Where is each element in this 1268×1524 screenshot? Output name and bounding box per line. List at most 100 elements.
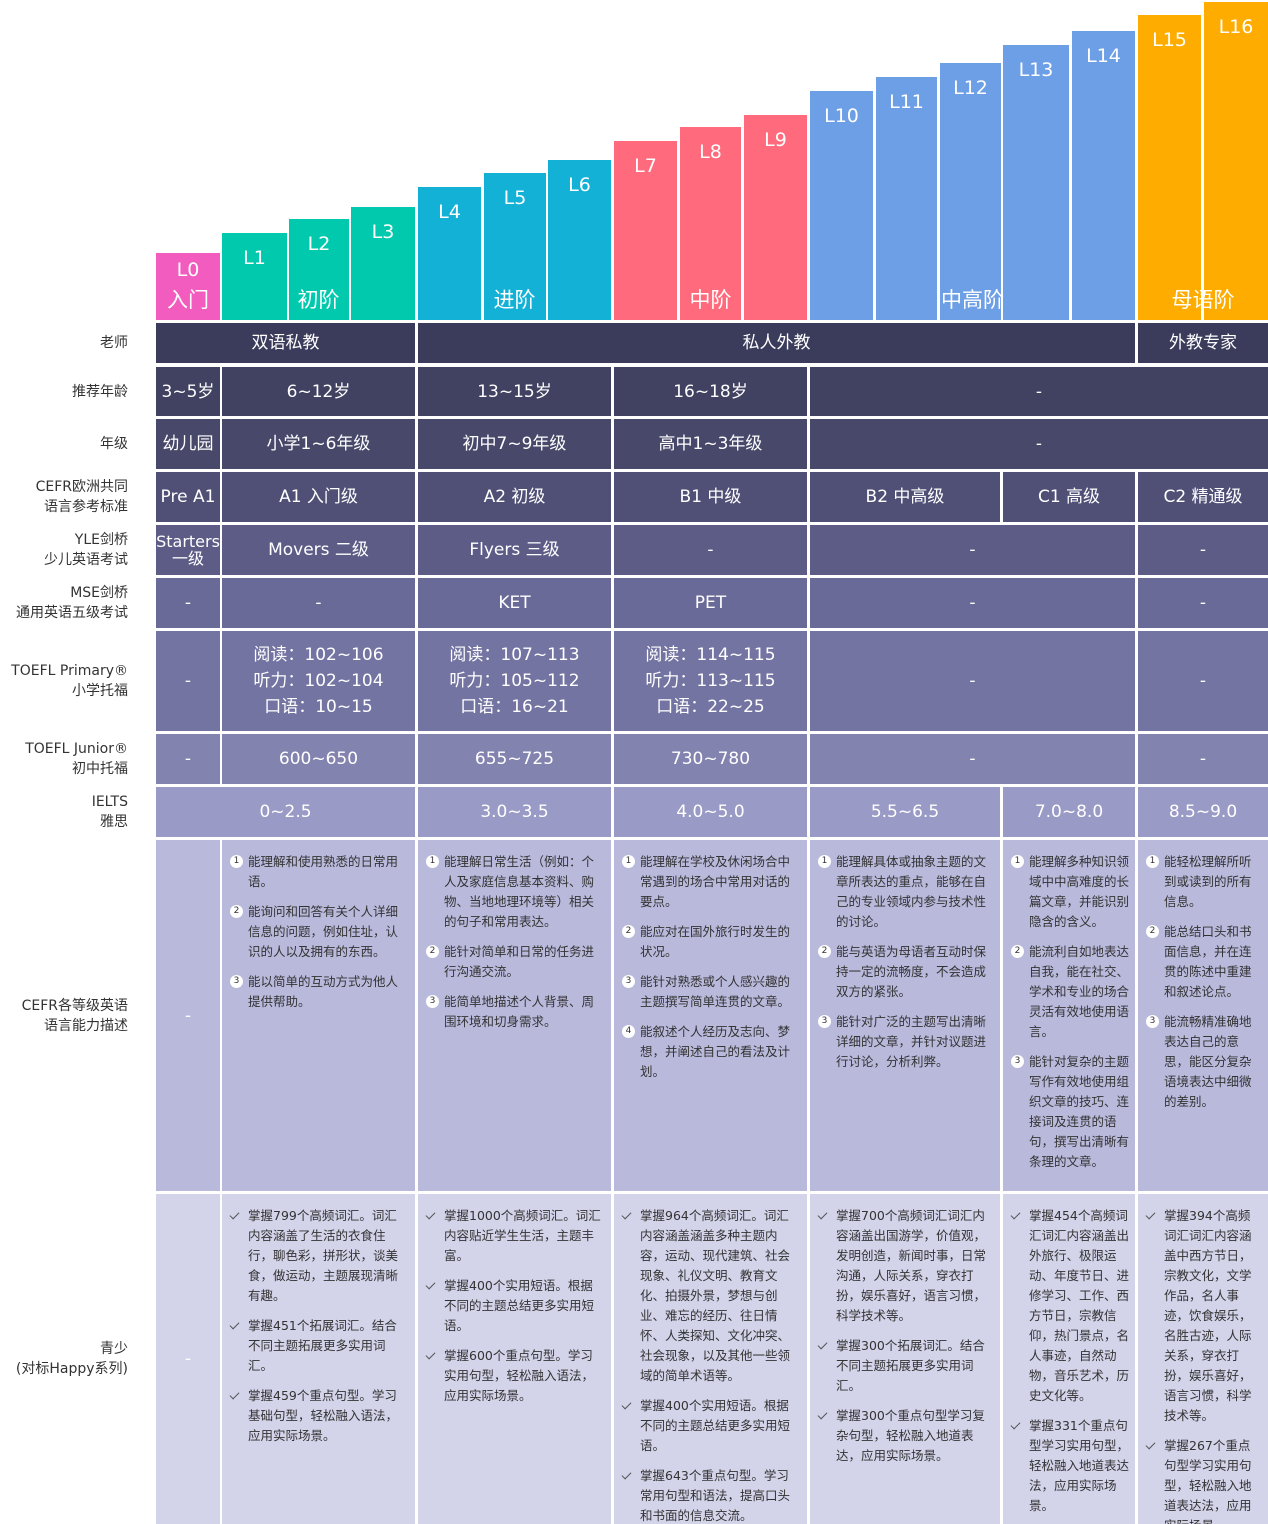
list-item: 掌握451个拓展词汇。结合不同主题拓展更多实用词汇。 [230,1316,409,1376]
list-item: 能针对熟悉或个人感兴趣的主题撰写简单连贯的文章。 [622,972,801,1012]
level-label: L4 [438,201,461,223]
list-item: 能总结口头和书面信息，并在连贯的陈述中重建和叙述论点。 [1146,922,1262,1002]
description-cell: 掌握964个高频词汇。词汇内容涵盖涵盖多种主题内容，运动、现代建筑、社会现象、礼… [614,1194,807,1524]
row-label: 推荐年龄 [72,383,128,400]
list-item: 掌握600个重点句型。学习实用句型，轻松融入语法，应用实际场景。 [426,1346,605,1406]
table-cell: - [222,578,415,628]
row-label: MSE剑桥 通用英语五级考试 [16,585,128,621]
table-cell: - [810,578,1135,628]
level-label: L6 [568,174,591,196]
table-cell: - [810,419,1268,469]
table-cell: 7.0~8.0 [1003,787,1135,837]
description-cell: 能理解具体或抽象主题的文章所表达的重点，能够在自己的专业领域内参与技术性的讨论。… [810,840,1000,1191]
description-cell: 能轻松理解所听到或读到的所有信息。能总结口头和书面信息，并在连贯的陈述中重建和叙… [1138,840,1268,1191]
description-cell: 能理解多种知识领域中中高难度的长篇文章，并能识别隐含的含义。 能流利自如地表达自我… [1003,840,1135,1191]
stage-label: 初阶 [297,288,340,312]
table-cell: 8.5~9.0 [1138,787,1268,837]
item-list: 能理解和使用熟悉的日常用语。 能询问和回答有关个人详细信息的问题，例如住址，认识的… [230,852,409,1022]
table-cell: 600~650 [222,734,415,784]
level-label: L13 [1018,59,1054,81]
table-cell: KET [418,578,611,628]
level-block: L16 [1204,2,1268,320]
table-cell: - [156,578,220,628]
list-item: 掌握454个高频词汇词汇内容涵盖出外旅行、极限运动、年度节日、进修学习、工作、西… [1011,1206,1129,1406]
row-label: TOEFL Junior® 初中托福 [25,741,128,777]
stage-label: 入门 [167,288,209,312]
level-label: L7 [634,155,657,177]
item-list: 掌握394个高频词汇词汇内容涵盖中西方节日，宗教文化，文学作品，名人事迹，饮食娱… [1146,1206,1262,1524]
table-cell: Pre A1 [156,472,220,522]
level-block: L6 [548,160,611,320]
level-label: L11 [889,91,924,113]
level-block: L10 [810,91,873,320]
table-cell: - [614,525,807,575]
list-item: 掌握400个实用短语。根据不同的主题总结更多实用短语。 [622,1396,801,1456]
item-list: 能轻松理解所听到或读到的所有信息。能总结口头和书面信息，并在连贯的陈述中重建和叙… [1146,852,1262,1122]
level-label: L12 [953,77,988,99]
table-cell: - [156,631,220,731]
item-list: 能理解在学校及休闲场合中常遇到的场合中常用对话的要点。能应对在国外旅行时发生的状… [622,852,801,1092]
table-cell: 双语私教 [156,323,415,363]
stage-label: 中阶 [689,288,732,312]
item-list: 掌握799个高频词汇。词汇内容涵盖了生活的衣食住行，聊色彩，拼形状，谈美食，做运… [230,1206,409,1456]
list-item: 能询问和回答有关个人详细信息的问题，例如住址，认识的人以及拥有的东西。 [230,902,409,962]
table-cell: - [1138,734,1268,784]
item-list: 掌握1000个高频词汇。词汇内容贴近学生生活，主题丰富。 掌握400个实用短语。根… [426,1206,605,1416]
table-cell: B2 中高级 [810,472,1000,522]
item-list: 能理解具体或抽象主题的文章所表达的重点，能够在自己的专业领域内参与技术性的讨论。… [818,852,994,1082]
list-item: 能针对广泛的主题写出清晰详细的文章，并针对议题进行讨论，分析利弊。 [818,1012,994,1072]
stage-label: 进阶 [493,288,536,312]
description-cell: 掌握700个高频词汇词汇内容涵盖出国游学，价值观，发明创造，新闻时事，日常沟通，… [810,1194,1000,1524]
list-item: 能应对在国外旅行时发生的状况。 [622,922,801,962]
table-cell: - [810,631,1135,731]
table-cell: 私人外教 [418,323,1135,363]
level-block: L14 [1072,31,1135,320]
level-block: L11 [876,77,937,320]
table-cell: 0~2.5 [156,787,415,837]
table-cell: C2 精通级 [1138,472,1268,522]
table-cell: C1 高级 [1003,472,1135,522]
table-cell: - [810,734,1135,784]
table-cell: 3.0~3.5 [418,787,611,837]
list-item: 能叙述个人经历及志向、梦想，并阐述自己的看法及计划。 [622,1022,801,1082]
table-cell: A1 入门级 [222,472,415,522]
level-block: L9 [744,115,807,320]
table-cell: 初中7~9年级 [418,419,611,469]
level-label: L16 [1218,16,1254,38]
table-cell: - [1138,578,1268,628]
table-cell: 730~780 [614,734,807,784]
table-cell: - [1138,631,1268,731]
row-label: 青少 (对标Happy系列) [15,1341,128,1377]
level-block: L0 [156,253,220,320]
table-cell: - [156,840,220,1191]
table-cell: 阅读：107~113 听力：105~112 口语：16~21 [418,631,611,731]
list-item: 能针对简单和日常的任务进行沟通交流。 [426,942,605,982]
list-item: 能针对复杂的主题写作有效地使用组织文章的技巧、连接词及连贯的语句，撰写出清晰有条… [1011,1052,1129,1172]
table-cell: 13~15岁 [418,367,611,416]
list-item: 能理解多种知识领域中中高难度的长篇文章，并能识别隐含的含义。 [1011,852,1129,932]
list-item: 掌握300个拓展词汇。结合不同主题拓展更多实用词汇。 [818,1336,994,1396]
table-cell: 幼儿园 [156,419,220,469]
list-item: 掌握643个重点句型。学习常用句型和语法，提高口头和书面的信息交流。 [622,1466,801,1524]
table-cell: - [810,367,1268,416]
table-cell: A2 初级 [418,472,611,522]
level-block: L12 [940,63,1001,320]
level-block: L2 [289,219,349,320]
stage-label: 中高阶 [941,288,1004,312]
level-label: L8 [699,141,722,163]
row-label: CEFR欧洲共同 语言参考标准 [35,479,128,515]
stage-label: 母语阶 [1171,288,1235,312]
level-block: L13 [1003,45,1069,320]
table-cell: - [156,734,220,784]
list-item: 能理解在学校及休闲场合中常遇到的场合中常用对话的要点。 [622,852,801,912]
list-item: 能轻松理解所听到或读到的所有信息。 [1146,852,1262,912]
row-label: IELTS 雅思 [91,794,128,830]
list-item: 掌握331个重点句型学习实用句型，轻松融入地道表达法，应用实际场景。 [1011,1416,1129,1516]
level-label: L1 [243,247,266,269]
level-label: L5 [503,187,527,209]
level-block: L8 [680,127,741,320]
level-label: L9 [764,129,787,151]
list-item: 掌握799个高频词汇。词汇内容涵盖了生活的衣食住行，聊色彩，拼形状，谈美食，做运… [230,1206,409,1306]
table-cell: 3~5岁 [156,367,220,416]
level-label: L10 [824,105,859,127]
